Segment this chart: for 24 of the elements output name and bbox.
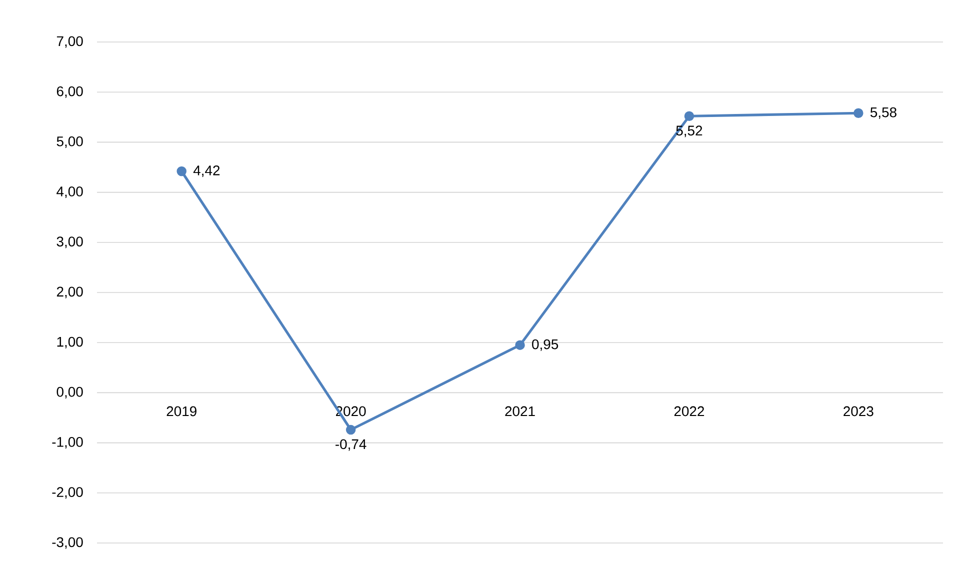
y-tick-label: -2,00 bbox=[52, 487, 83, 499]
data-label: 0,95 bbox=[532, 339, 558, 351]
y-tick-label: -1,00 bbox=[52, 437, 83, 449]
point bbox=[854, 108, 864, 118]
data-label: -0,74 bbox=[336, 439, 366, 451]
point bbox=[684, 111, 694, 122]
y-tick-label: -3,00 bbox=[52, 537, 83, 549]
y-tick-label: 5,00 bbox=[56, 136, 83, 148]
x-tick-label: 2021 bbox=[505, 406, 535, 416]
x-tick-label: 2022 bbox=[674, 406, 704, 416]
point bbox=[515, 340, 525, 350]
x-tick-label: 2019 bbox=[166, 406, 196, 416]
y-tick-label: 2,00 bbox=[56, 286, 83, 298]
data-label: 4,42 bbox=[193, 165, 220, 178]
y-tick-label: 7,00 bbox=[56, 36, 83, 48]
point bbox=[346, 424, 356, 435]
y-tick-label: 4,00 bbox=[56, 186, 83, 198]
point bbox=[176, 166, 186, 176]
x-tick-label: 2023 bbox=[844, 406, 874, 416]
y-tick-label: 0,00 bbox=[56, 386, 83, 398]
y-tick-label: 3,00 bbox=[56, 236, 83, 248]
data-label: 5,58 bbox=[870, 107, 896, 119]
y-tick-label: 6,00 bbox=[56, 86, 83, 98]
y-tick-label: 1,00 bbox=[57, 336, 83, 348]
